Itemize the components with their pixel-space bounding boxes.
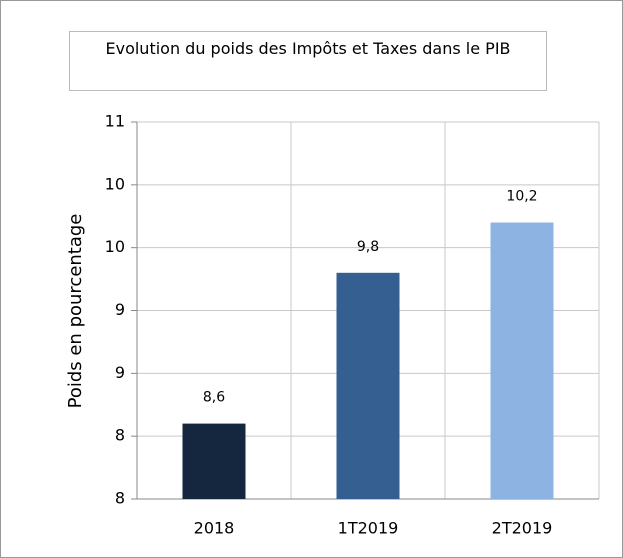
value-label: 8,6 — [203, 390, 225, 406]
bar — [490, 222, 554, 500]
bar — [336, 272, 400, 499]
bar — [182, 423, 246, 499]
y-tick-label: 8 — [115, 426, 125, 445]
y-tick-label: 9 — [115, 300, 125, 319]
chart-title: Evolution du poids des Impôts et Taxes d… — [69, 31, 547, 91]
y-tick-label: 10 — [105, 174, 125, 193]
y-tick-label: 8 — [115, 489, 125, 508]
y-tick-label: 9 — [115, 363, 125, 382]
y-tick-label: 11 — [105, 112, 125, 131]
value-label: 9,8 — [357, 239, 379, 255]
value-label: 10,2 — [506, 189, 537, 205]
y-axis-label: Poids en pourcentage — [65, 214, 86, 409]
x-tick-label: 1T2019 — [338, 519, 399, 538]
x-tick-label: 2018 — [194, 519, 235, 538]
y-tick-label: 10 — [105, 237, 125, 256]
x-tick-label: 2T2019 — [492, 519, 553, 538]
